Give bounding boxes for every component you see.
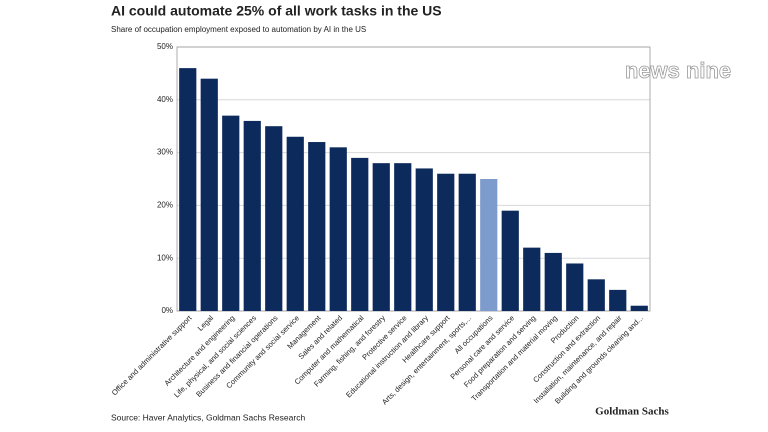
y-tick-label: 0% xyxy=(161,306,173,315)
bar xyxy=(415,168,433,311)
y-tick-label: 40% xyxy=(157,95,173,104)
bar xyxy=(480,179,498,311)
y-tick-label: 30% xyxy=(157,148,173,157)
bar xyxy=(351,157,369,311)
bar xyxy=(308,142,326,311)
bar xyxy=(630,305,648,311)
bar xyxy=(265,126,283,311)
y-tick-label: 50% xyxy=(157,42,173,51)
bar xyxy=(587,279,605,311)
plot-frame xyxy=(176,46,651,312)
bar xyxy=(437,173,455,311)
logo: Goldman Sachs xyxy=(595,406,669,418)
chart-subtitle: Share of occupation employment exposed t… xyxy=(111,25,366,34)
bar xyxy=(544,252,562,311)
bar xyxy=(286,136,304,311)
chart-title: AI could automate 25% of all work tasks … xyxy=(111,3,442,19)
bar xyxy=(523,247,541,311)
watermark: news nine xyxy=(625,58,731,83)
y-tick-label: 20% xyxy=(157,201,173,210)
x-tick-label: Legal xyxy=(196,313,216,333)
bar xyxy=(243,120,261,311)
source: Source: Haver Analytics, Goldman Sachs R… xyxy=(111,412,305,422)
bar xyxy=(501,210,519,311)
bar xyxy=(179,68,197,312)
bar xyxy=(200,78,218,312)
y-tick-label: 10% xyxy=(157,253,173,262)
bar xyxy=(372,163,390,311)
bar xyxy=(609,289,627,311)
bar xyxy=(222,115,240,311)
bar xyxy=(329,147,347,311)
bar xyxy=(566,263,584,311)
bar xyxy=(394,163,412,311)
bar xyxy=(458,173,476,311)
